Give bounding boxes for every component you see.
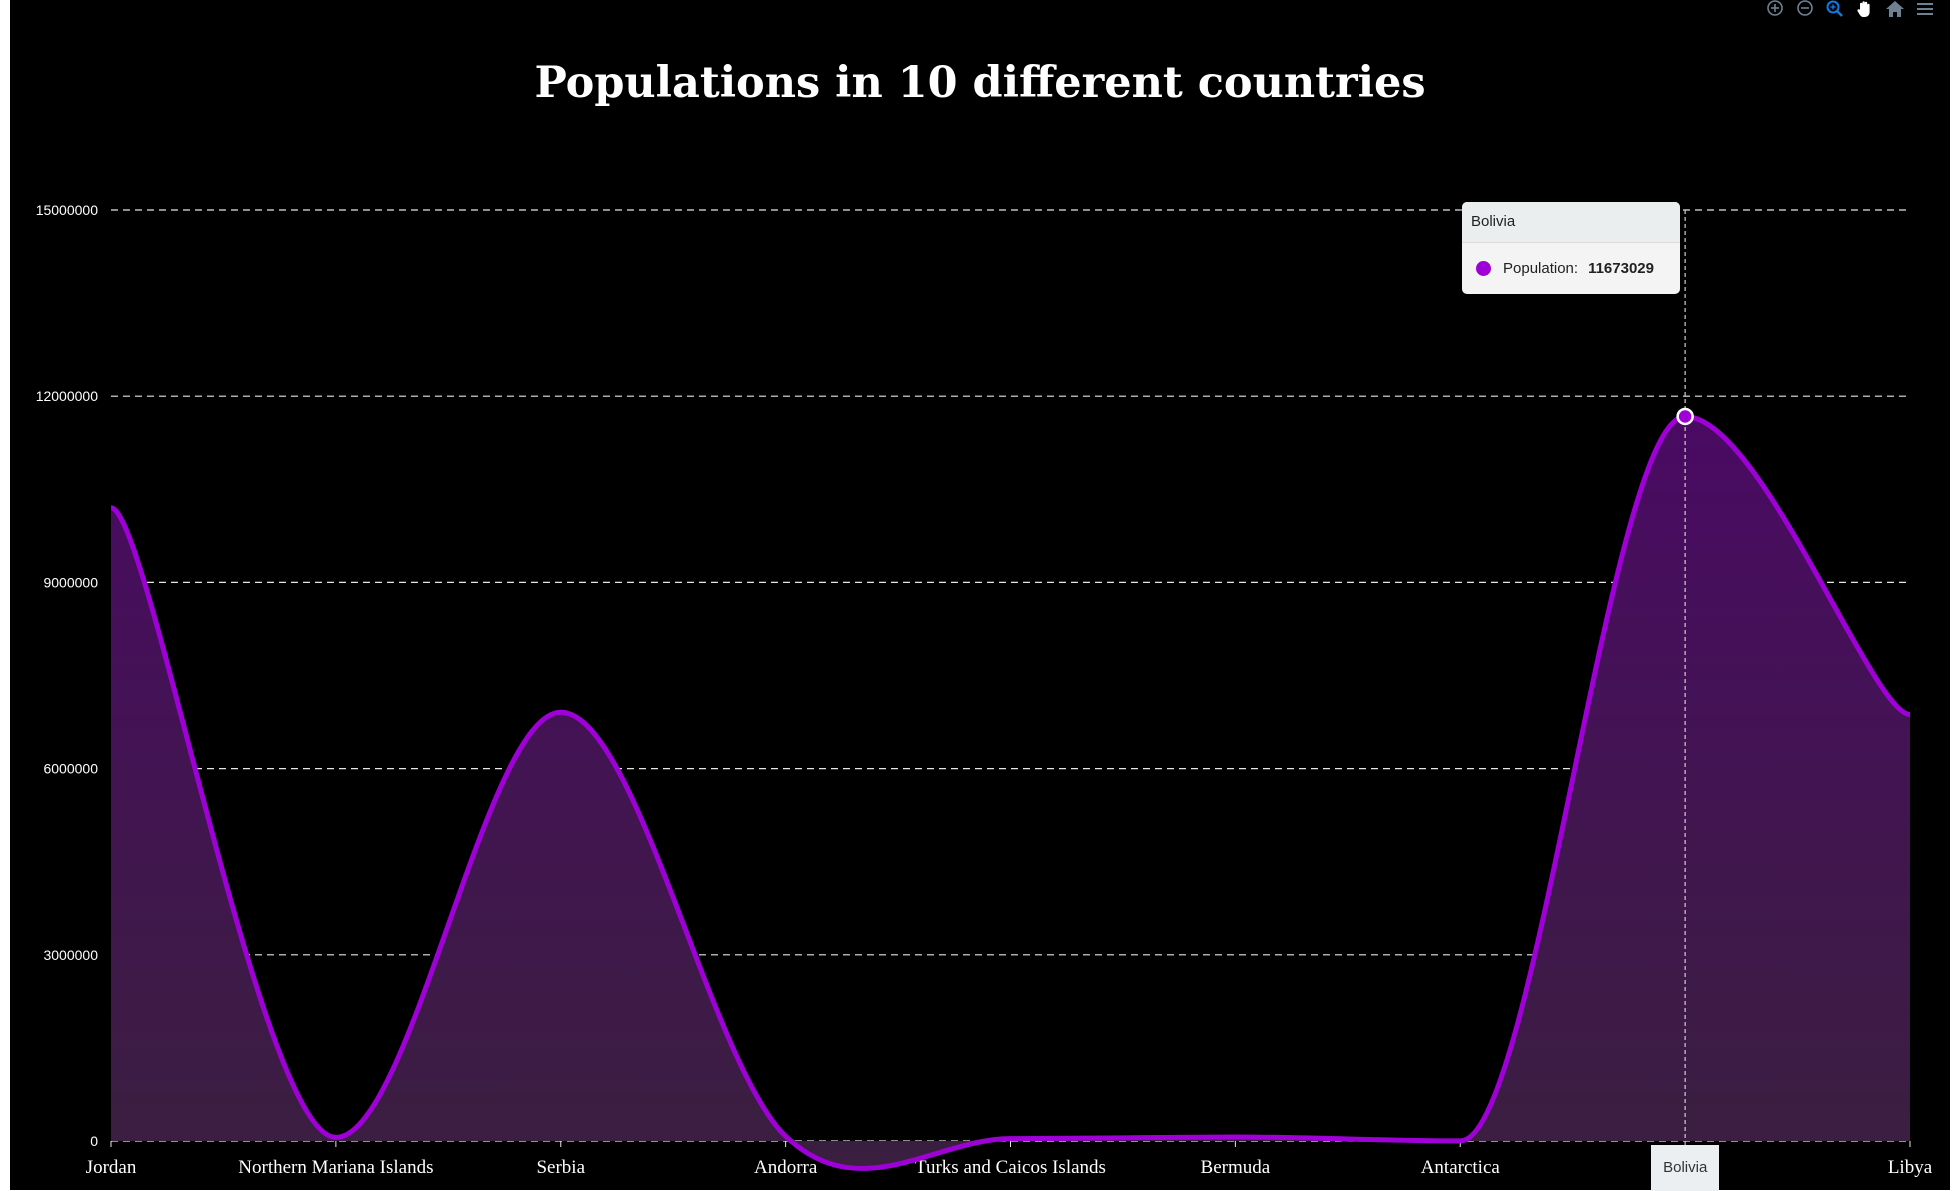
tooltip: Bolivia Population: 11673029 <box>1462 202 1680 294</box>
y-tick-label: 3000000 <box>43 947 98 963</box>
chart-title: Populations in 10 different countries <box>534 58 1425 108</box>
x-tick-label: Libya <box>1888 1157 1933 1178</box>
x-tick-label: Jordan <box>86 1157 137 1178</box>
x-tick-label: Bermuda <box>1201 1157 1271 1178</box>
crosshair-x-label: Bolivia <box>1651 1145 1720 1191</box>
pan-hand-icon[interactable] <box>1854 0 1876 18</box>
series-population <box>109 413 1911 1171</box>
x-tick-label: Serbia <box>536 1157 585 1178</box>
tooltip-series-row: Population: 11673029 <box>1462 243 1680 293</box>
tooltip-series-label: Population: <box>1503 259 1579 277</box>
chart-toolbar <box>1764 0 1936 18</box>
x-tick-label: Turks and Caicos Islands <box>915 1157 1106 1178</box>
x-tick-label: Andorra <box>754 1157 818 1178</box>
tooltip-value: 11673029 <box>1588 259 1654 277</box>
series-line <box>109 413 1911 1171</box>
y-tick-label: 6000000 <box>43 761 98 777</box>
menu-icon[interactable] <box>1914 0 1936 18</box>
zoom-in-icon[interactable] <box>1764 0 1786 18</box>
x-axis: Jordan Northern Mariana Islands Serbia Ando… <box>86 1140 1933 1178</box>
series-marker-icon <box>1476 260 1491 276</box>
y-tick-label: 0 <box>90 1133 98 1149</box>
series-area-fill <box>111 416 1910 1169</box>
crosshair <box>1676 210 1694 1141</box>
hovered-point-marker[interactable] <box>1676 407 1694 426</box>
home-reset-icon[interactable] <box>1884 0 1906 18</box>
y-tick-label: 9000000 <box>43 574 98 590</box>
x-tick-label: Northern Mariana Islands <box>238 1157 433 1178</box>
zoom-out-icon[interactable] <box>1794 0 1816 18</box>
selection-zoom-icon[interactable] <box>1824 0 1846 18</box>
tooltip-title: Bolivia <box>1462 202 1680 243</box>
y-axis-labels: 0 3000000 6000000 9000000 12000000 15000000 <box>36 202 99 1149</box>
y-tick-label: 12000000 <box>36 388 99 404</box>
chart-svg: Populations in 10 different countries 0 3… <box>36 58 1933 1178</box>
chart-area: Populations in 10 different countries 0 3… <box>10 0 1950 1191</box>
y-tick-label: 15000000 <box>36 202 99 218</box>
x-tick-label: Antarctica <box>1421 1157 1501 1178</box>
